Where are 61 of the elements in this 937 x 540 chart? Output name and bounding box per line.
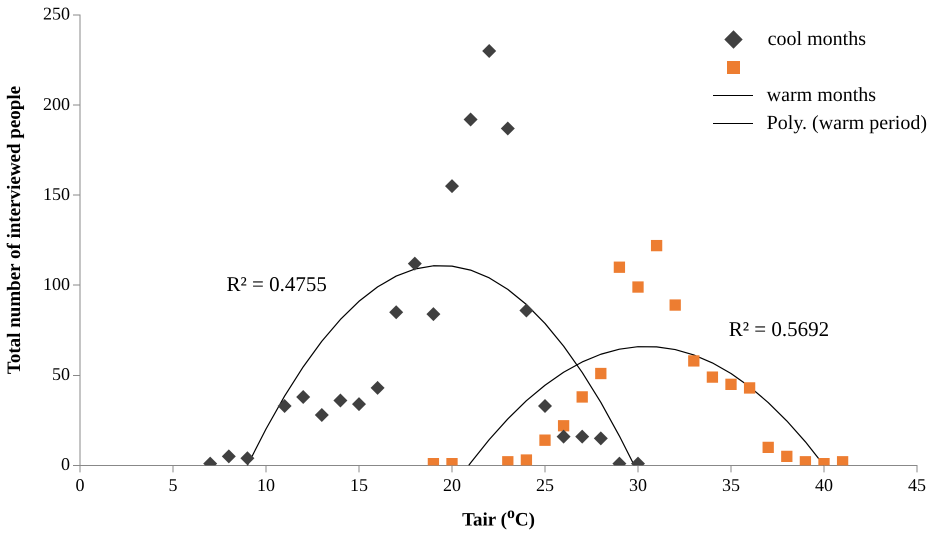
- point: [333, 394, 348, 408]
- point: [725, 378, 737, 390]
- point: [594, 431, 608, 446]
- x-tick-label: 25: [536, 474, 554, 495]
- point: [519, 303, 534, 318]
- x-axis-title: Tair ($^{o}$C): [461, 505, 536, 532]
- point: [539, 434, 551, 446]
- point: [538, 398, 552, 413]
- legend-label: warm months: [766, 84, 876, 106]
- point: [464, 112, 478, 126]
- point: [389, 305, 404, 320]
- annotation: R² = 0.5692: [728, 316, 830, 341]
- point: [575, 430, 590, 444]
- point: [426, 307, 440, 322]
- x-tick-label: 15: [350, 474, 368, 495]
- point: [408, 256, 422, 271]
- point: [781, 450, 792, 462]
- y-tick-label: 100: [43, 274, 70, 294]
- y-tick-label: 200: [43, 94, 70, 114]
- point: [744, 382, 756, 394]
- x-tick-label: 30: [629, 474, 647, 495]
- x-tick-label: 0: [76, 474, 84, 495]
- point: [558, 420, 570, 432]
- point: [370, 380, 385, 395]
- point: [688, 355, 700, 367]
- point: [520, 454, 532, 466]
- point: [502, 456, 514, 466]
- point: [296, 390, 310, 404]
- point: [670, 299, 681, 311]
- y-tick-label: 150: [43, 184, 70, 204]
- y-axis-title: Total number of interviewed people: [4, 86, 26, 374]
- x-tick-label: 10: [257, 474, 275, 495]
- point: [445, 179, 459, 194]
- legend-label: cool months: [768, 28, 866, 50]
- point: [556, 430, 571, 444]
- y-tick-label: 50: [52, 364, 70, 384]
- point: [595, 368, 606, 380]
- point: [614, 262, 626, 273]
- x-tick-label: 20: [443, 474, 461, 495]
- y-tick-label: 250: [43, 4, 70, 24]
- annotation: R² = 0.4755: [226, 272, 327, 296]
- x-tick-label: 5: [168, 474, 178, 495]
- point: [482, 44, 496, 58]
- point: [836, 456, 848, 466]
- point: [650, 240, 662, 252]
- point: [762, 442, 774, 454]
- point: [632, 281, 644, 293]
- point: [278, 398, 292, 413]
- point: [576, 391, 588, 403]
- point: [314, 408, 329, 422]
- point: [352, 397, 366, 412]
- point: [240, 451, 254, 466]
- legend-label: Poly. (warm period): [766, 112, 927, 134]
- point: [706, 371, 718, 383]
- x-tick-label: 40: [815, 474, 833, 495]
- point: [500, 122, 515, 136]
- point: [800, 456, 812, 466]
- y-tick-label: 0: [61, 454, 70, 474]
- x-tick-label: 45: [908, 474, 926, 495]
- x-tick-label: 35: [722, 474, 740, 495]
- point: [222, 449, 236, 464]
